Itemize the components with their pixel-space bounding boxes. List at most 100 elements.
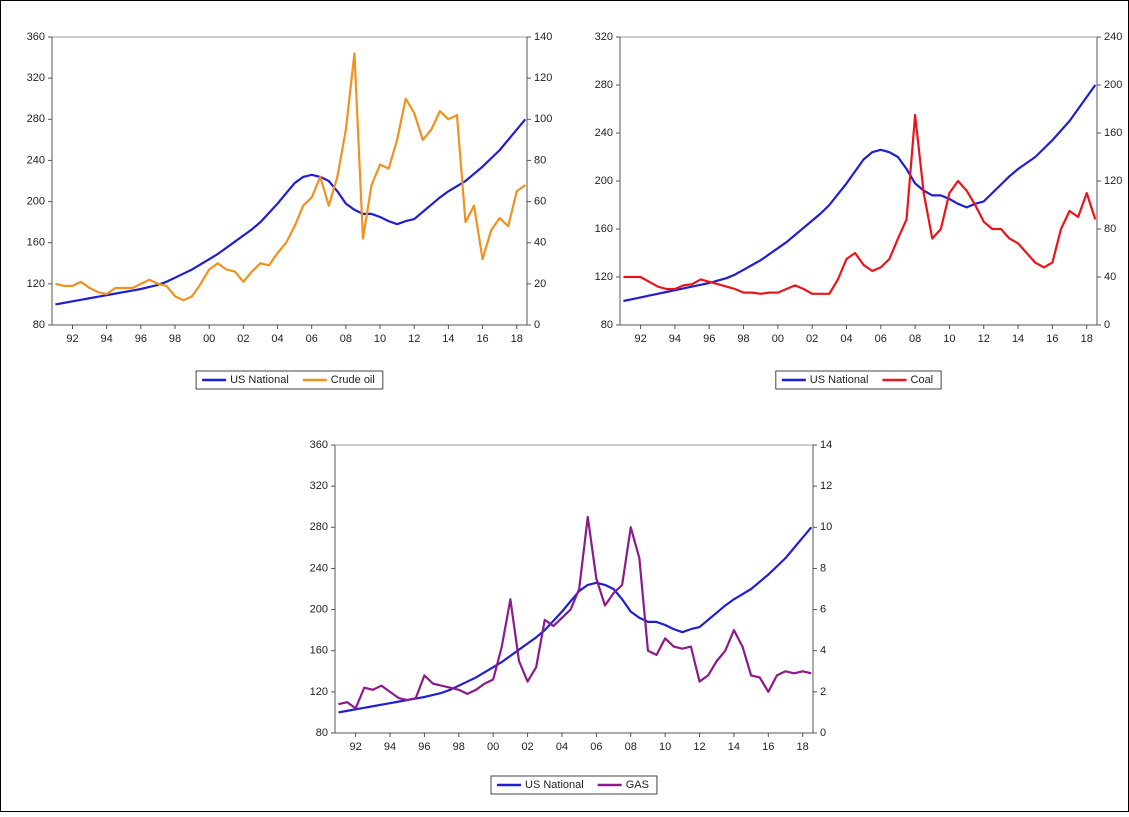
series-line [55, 118, 527, 306]
series-line [623, 84, 1097, 303]
x-tick-label: 02 [237, 333, 249, 345]
y2-tick-label: 6 [820, 603, 826, 615]
x-tick-label: 10 [943, 333, 955, 345]
y-tick-label: 120 [310, 686, 328, 698]
x-tick-label: 96 [135, 333, 147, 345]
chart: 8012016020024028032036002040608010012014… [27, 31, 552, 390]
x-tick-label: 06 [875, 333, 887, 345]
x-tick-label: 14 [442, 333, 454, 345]
y2-tick-label: 0 [534, 319, 540, 331]
series-line [55, 52, 526, 302]
y-tick-label: 360 [310, 439, 328, 451]
y2-tick-label: 120 [534, 72, 552, 84]
y-tick-label: 200 [310, 603, 328, 615]
x-tick-label: 96 [703, 333, 715, 345]
y2-tick-label: 0 [820, 727, 826, 739]
y-tick-label: 240 [595, 127, 613, 139]
y2-tick-label: 2 [820, 686, 826, 698]
legend-label: GAS [626, 779, 649, 791]
y2-tick-label: 80 [1104, 223, 1116, 235]
y-tick-label: 80 [33, 319, 45, 331]
y-tick-label: 80 [316, 727, 328, 739]
y2-tick-label: 140 [534, 31, 552, 43]
x-tick-label: 08 [340, 333, 352, 345]
x-tick-label: 10 [659, 741, 671, 753]
y2-tick-label: 40 [1104, 271, 1116, 283]
y2-tick-label: 60 [534, 195, 546, 207]
x-tick-label: 18 [511, 333, 523, 345]
legend: US National Crude oil [195, 370, 384, 390]
y-tick-label: 320 [595, 31, 613, 43]
y-tick-label: 200 [27, 195, 45, 207]
y2-tick-label: 20 [534, 278, 546, 290]
y-tick-label: 280 [310, 521, 328, 533]
x-tick-label: 04 [556, 741, 568, 753]
y-tick-label: 160 [595, 223, 613, 235]
x-tick-label: 06 [590, 741, 602, 753]
x-tick-label: 02 [521, 741, 533, 753]
x-tick-label: 00 [203, 333, 215, 345]
series-line [338, 526, 813, 714]
x-tick-label: 08 [909, 333, 921, 345]
x-tick-label: 92 [66, 333, 78, 345]
series-line [338, 515, 812, 710]
x-tick-label: 94 [669, 333, 681, 345]
y-tick-label: 360 [27, 31, 45, 43]
x-tick-label: 16 [762, 741, 774, 753]
y2-tick-label: 40 [534, 237, 546, 249]
x-tick-label: 12 [693, 741, 705, 753]
y-tick-label: 120 [27, 278, 45, 290]
y2-tick-label: 80 [534, 154, 546, 166]
x-tick-label: 14 [728, 741, 740, 753]
legend-box [195, 370, 384, 390]
x-tick-label: 16 [476, 333, 488, 345]
x-tick-label: 02 [806, 333, 818, 345]
legend-label: US National [810, 374, 869, 386]
y-tick-label: 240 [310, 562, 328, 574]
x-tick-label: 00 [487, 741, 499, 753]
y-tick-label: 200 [595, 175, 613, 187]
x-tick-label: 92 [350, 741, 362, 753]
legend: US National GAS [490, 775, 658, 795]
legend: US National Coal [775, 370, 942, 390]
x-tick-label: 12 [408, 333, 420, 345]
y2-tick-label: 14 [820, 439, 832, 451]
x-tick-label: 06 [306, 333, 318, 345]
x-tick-label: 96 [418, 741, 430, 753]
x-tick-label: 94 [101, 333, 113, 345]
legend-box [490, 775, 658, 795]
series-line [623, 113, 1097, 295]
legend-label: Coal [911, 374, 934, 386]
y2-tick-label: 0 [1104, 319, 1110, 331]
y2-tick-label: 10 [820, 521, 832, 533]
x-tick-label: 00 [772, 333, 784, 345]
x-tick-label: 04 [271, 333, 283, 345]
x-tick-label: 10 [374, 333, 386, 345]
y2-tick-label: 160 [1104, 127, 1122, 139]
y-tick-label: 120 [595, 271, 613, 283]
legend-box [775, 370, 942, 390]
y-tick-label: 280 [27, 113, 45, 125]
y2-tick-label: 100 [534, 113, 552, 125]
x-tick-label: 08 [625, 741, 637, 753]
y2-tick-label: 8 [820, 562, 826, 574]
y-tick-label: 240 [27, 154, 45, 166]
y2-tick-label: 200 [1104, 79, 1122, 91]
y-tick-label: 160 [27, 237, 45, 249]
y-tick-label: 320 [27, 72, 45, 84]
x-tick-label: 14 [1012, 333, 1024, 345]
y2-tick-label: 12 [820, 480, 832, 492]
y-tick-label: 160 [310, 645, 328, 657]
x-tick-label: 98 [169, 333, 181, 345]
y-tick-label: 80 [601, 319, 613, 331]
y2-tick-label: 240 [1104, 31, 1122, 43]
x-tick-label: 18 [797, 741, 809, 753]
x-tick-label: 98 [453, 741, 465, 753]
y2-tick-label: 4 [820, 645, 826, 657]
y-tick-label: 280 [595, 79, 613, 91]
legend-label: Crude oil [331, 374, 375, 386]
